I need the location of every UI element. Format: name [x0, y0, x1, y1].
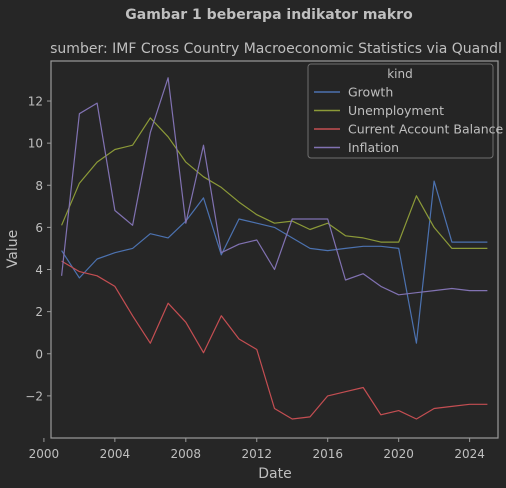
x-tick-label: 2016 — [312, 447, 343, 461]
series-line-unemployment — [61, 117, 488, 249]
x-tick-label: 2012 — [241, 447, 272, 461]
x-tick-label: 2020 — [383, 447, 414, 461]
y-tick-label: 2 — [35, 305, 43, 319]
y-tick-label: 4 — [35, 263, 43, 277]
series-line-growth — [61, 180, 488, 344]
x-tick-label: 2004 — [100, 447, 131, 461]
legend-box — [307, 63, 494, 159]
y-tick-label: 6 — [35, 221, 43, 235]
y-axis: −2 0 2 4 6 8 10 12 — [25, 95, 51, 403]
x-axis: 2000 2004 2008 2012 2016 2020 2024 — [29, 438, 485, 461]
y-tick-label: 10 — [28, 137, 43, 151]
x-axis-label: Date — [258, 466, 291, 482]
x-tick-label: 2000 — [29, 447, 60, 461]
legend-title: kind — [387, 67, 413, 81]
legend-label: Growth — [348, 85, 393, 100]
chart-suptitle: Gambar 1 beberapa indikator makro — [125, 7, 413, 23]
legend-items: Growth Unemployment Current Account Balanc… — [314, 85, 504, 155]
y-tick-label: 8 — [35, 179, 43, 193]
series-line-current-account-balance — [61, 260, 488, 420]
legend-label: Unemployment — [348, 103, 444, 118]
x-tick-label: 2008 — [171, 447, 202, 461]
y-tick-label: 12 — [28, 95, 43, 109]
y-tick-label: 0 — [35, 347, 43, 361]
chart-title: sumber: IMF Cross Country Macroeconomic … — [50, 41, 502, 57]
series-lines — [61, 77, 488, 420]
legend: kind Growth Unemployment Current Account B… — [307, 63, 504, 159]
x-tick-label: 2024 — [454, 447, 485, 461]
y-axis-label: Value — [5, 230, 21, 268]
series-line-inflation — [61, 77, 488, 296]
y-tick-label: −2 — [25, 389, 43, 403]
legend-label: Current Account Balance — [348, 122, 504, 137]
legend-label: Inflation — [348, 140, 399, 155]
